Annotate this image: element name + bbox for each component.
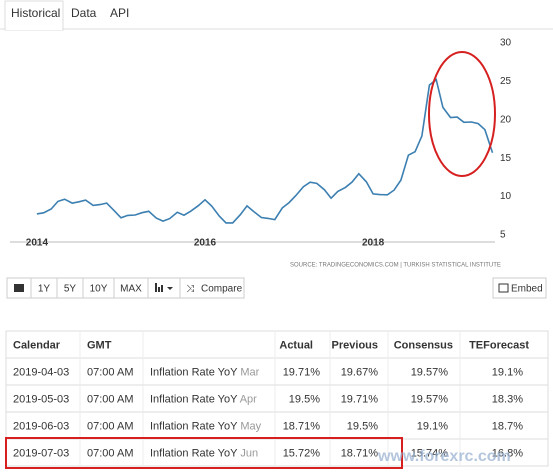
event-name[interactable]: Inflation Rate YoY — [150, 366, 238, 378]
consensus: 15.74% — [411, 447, 449, 459]
column-header: Previous — [332, 339, 378, 351]
event-name[interactable]: Inflation Rate YoY — [150, 420, 238, 432]
tab[interactable]: Historical — [11, 6, 60, 20]
range-button-label[interactable]: 10Y — [90, 284, 108, 295]
event[interactable]: Inflation Rate YoY Mar — [150, 366, 260, 378]
event-period: Jun — [240, 447, 258, 459]
y-tick-label: 15 — [500, 153, 512, 164]
icon — [167, 287, 173, 290]
line-series — [36, 78, 494, 224]
embed-button[interactable] — [492, 277, 547, 299]
date: 2019-05-03 — [13, 393, 69, 405]
date: 2019-07-03 — [13, 447, 69, 459]
compare-label[interactable]: Compare — [201, 284, 243, 295]
y-tick-label: 30 — [500, 38, 512, 49]
actual: 19.5% — [289, 393, 320, 405]
tab[interactable]: Data — [71, 6, 97, 20]
previous: 19.67% — [341, 366, 379, 378]
event[interactable]: Inflation Rate YoY Jun — [150, 447, 258, 459]
watermark: www.forexrc.com — [377, 448, 511, 465]
previous: 18.71% — [341, 447, 379, 459]
forecast: 19.1% — [492, 366, 523, 378]
date: 2019-04-03 — [13, 366, 69, 378]
y-tick-label: 20 — [500, 114, 512, 125]
time: 07:00 AM — [87, 393, 133, 405]
range-button-label[interactable]: 5Y — [64, 284, 77, 295]
previous: 19.71% — [341, 393, 379, 405]
event-period: Mar — [240, 366, 259, 378]
y-tick-label: 25 — [500, 76, 512, 87]
embed-label[interactable]: Embed — [511, 284, 543, 295]
x-tick-label: 2016 — [194, 238, 217, 249]
highlight-row — [5, 437, 403, 469]
time: 07:00 AM — [87, 366, 133, 378]
consensus: 19.57% — [411, 366, 449, 378]
forecast: 18.7% — [492, 420, 523, 432]
range-button-label[interactable]: 1Y — [38, 284, 51, 295]
date: 2019-06-03 — [13, 420, 69, 432]
event-name[interactable]: Inflation Rate YoY — [150, 393, 238, 405]
event-name[interactable]: Inflation Rate YoY — [150, 447, 238, 459]
icon — [498, 283, 509, 293]
x-tick-label: 2014 — [26, 238, 49, 249]
consensus: 19.57% — [411, 393, 449, 405]
toolbar: 1Y 5Y 10Y MAX ⤨ Compare Embed — [6, 277, 547, 299]
actual: 15.72% — [283, 447, 321, 459]
x-tick-label: 2018 — [362, 238, 385, 249]
event-period: Apr — [240, 393, 257, 405]
event-period: May — [240, 420, 261, 432]
forecast: 18.3% — [492, 393, 523, 405]
range-button-label[interactable]: MAX — [120, 284, 142, 295]
event[interactable]: Inflation Rate YoY May — [150, 420, 262, 432]
chart-type-button[interactable] — [147, 277, 181, 299]
forecast: 16.8% — [492, 447, 523, 459]
y-tick-label: 5 — [500, 230, 506, 241]
source: SOURCE: TRADINGECONOMICS.COM | TURKISH S… — [290, 263, 501, 269]
column-header: GMT — [87, 339, 112, 351]
y-tick-label: 10 — [500, 191, 512, 202]
previous: 19.5% — [347, 420, 378, 432]
icon: ⤨ — [186, 284, 194, 295]
actual: 18.71% — [283, 420, 321, 432]
chart: 5 10 15 20 25 30 2014 2016 2018 — [10, 38, 512, 249]
icon — [158, 287, 160, 292]
icon — [155, 283, 157, 292]
event[interactable]: Inflation Rate YoY Apr — [150, 393, 257, 405]
compare-button[interactable] — [179, 277, 245, 299]
table: Calendar GMT Actual Previous Consensus TEFore… — [5, 330, 549, 467]
highlight-ellipse — [428, 51, 496, 177]
time: 07:00 AM — [87, 420, 133, 432]
table-frame — [5, 330, 549, 467]
time: 07:00 AM — [87, 447, 133, 459]
column-header: TEForecast — [469, 339, 529, 351]
icon — [14, 284, 24, 292]
consensus: 19.1% — [417, 420, 448, 432]
column-header: Actual — [279, 339, 313, 351]
icon — [161, 285, 163, 292]
column-header: Consensus — [394, 339, 453, 351]
actual: 19.71% — [283, 366, 321, 378]
tab[interactable]: API — [110, 6, 129, 20]
column-header: Calendar — [13, 339, 61, 351]
